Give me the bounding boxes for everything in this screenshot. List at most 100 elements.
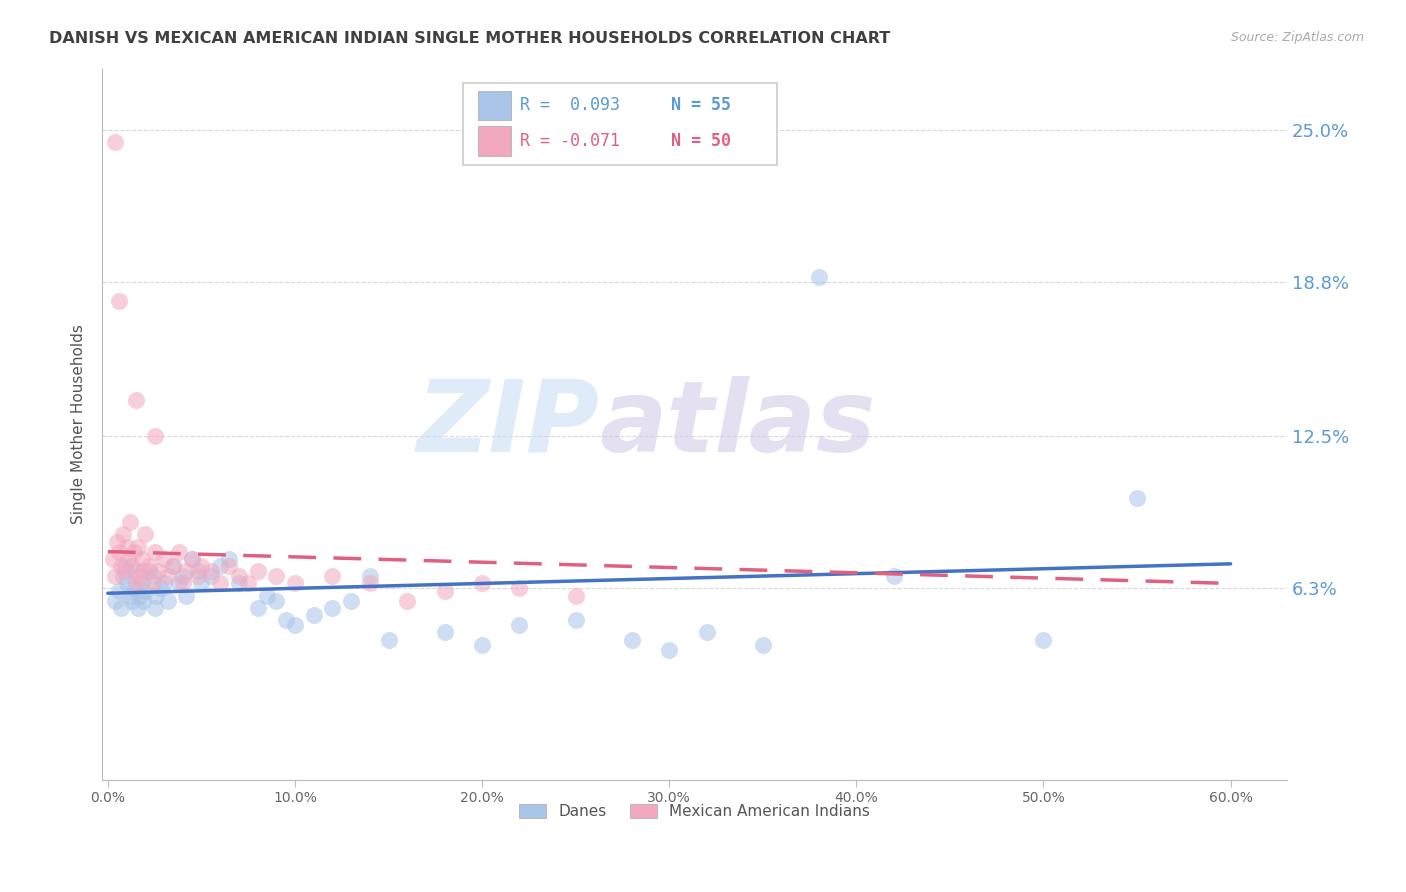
Legend: Danes, Mexican American Indians: Danes, Mexican American Indians	[513, 798, 876, 825]
Point	[176, 564, 198, 578]
Text: R = -0.071: R = -0.071	[520, 132, 620, 150]
Point	[321, 569, 343, 583]
Point	[138, 564, 160, 578]
Point	[471, 638, 494, 652]
Point	[190, 559, 212, 574]
Point	[187, 569, 209, 583]
Point	[111, 527, 134, 541]
Point	[172, 576, 194, 591]
Point	[131, 576, 153, 591]
Point	[114, 564, 136, 578]
Point	[218, 559, 240, 574]
FancyBboxPatch shape	[478, 91, 510, 120]
Point	[115, 576, 138, 591]
Point	[658, 642, 681, 657]
Point	[108, 544, 131, 558]
Point	[264, 593, 287, 607]
Point	[190, 576, 212, 591]
Point	[181, 552, 204, 566]
Point	[256, 589, 278, 603]
Point	[246, 601, 269, 615]
Point	[111, 569, 134, 583]
Point	[620, 632, 643, 647]
Point	[228, 569, 250, 583]
FancyBboxPatch shape	[464, 83, 778, 164]
Point	[172, 569, 194, 583]
Point	[246, 564, 269, 578]
Point	[284, 576, 307, 591]
Point	[127, 601, 149, 615]
Text: Source: ZipAtlas.com: Source: ZipAtlas.com	[1230, 31, 1364, 45]
Point	[108, 294, 131, 309]
Point	[120, 515, 142, 529]
Point	[125, 576, 148, 591]
Point	[752, 638, 775, 652]
Point	[122, 544, 145, 558]
Point	[149, 582, 172, 596]
Point	[883, 569, 905, 583]
Point	[143, 601, 166, 615]
Point	[117, 552, 139, 566]
Point	[128, 589, 150, 603]
Point	[128, 569, 150, 583]
Text: R =  0.093: R = 0.093	[520, 96, 620, 114]
Point	[138, 559, 160, 574]
Point	[148, 564, 170, 578]
Point	[121, 593, 143, 607]
Point	[127, 540, 149, 554]
Point	[104, 135, 127, 149]
Point	[209, 559, 232, 574]
Point	[120, 589, 142, 603]
Point	[122, 582, 145, 596]
Point	[377, 632, 399, 647]
Point	[167, 576, 190, 591]
Point	[142, 569, 165, 583]
Point	[696, 625, 718, 640]
Point	[162, 559, 184, 574]
Text: N = 55: N = 55	[671, 96, 731, 114]
Text: ZIP: ZIP	[416, 376, 600, 473]
Point	[156, 569, 179, 583]
FancyBboxPatch shape	[478, 126, 510, 156]
Point	[143, 429, 166, 443]
Point	[340, 593, 363, 607]
Point	[238, 576, 260, 591]
Point	[134, 527, 156, 541]
Point	[359, 569, 381, 583]
Point	[105, 534, 128, 549]
Point	[104, 569, 127, 583]
Point	[131, 552, 153, 566]
Point	[564, 613, 586, 627]
Point	[103, 552, 125, 566]
Point	[471, 576, 494, 591]
Point	[115, 540, 138, 554]
Point	[132, 564, 155, 578]
Point	[125, 564, 148, 578]
Point	[508, 582, 530, 596]
Text: DANISH VS MEXICAN AMERICAN INDIAN SINGLE MOTHER HOUSEHOLDS CORRELATION CHART: DANISH VS MEXICAN AMERICAN INDIAN SINGLE…	[49, 31, 890, 46]
Point	[564, 589, 586, 603]
Point	[125, 392, 148, 407]
Point	[156, 593, 179, 607]
Point	[145, 589, 167, 603]
Point	[218, 552, 240, 566]
Text: atlas: atlas	[600, 376, 876, 473]
Point	[110, 601, 132, 615]
Point	[187, 564, 209, 578]
Point	[143, 544, 166, 558]
Point	[167, 544, 190, 558]
Point	[114, 559, 136, 574]
Text: N = 50: N = 50	[671, 132, 731, 150]
Point	[274, 613, 297, 627]
Point	[264, 569, 287, 583]
Point	[110, 559, 132, 574]
Point	[108, 583, 131, 598]
Point	[359, 576, 381, 591]
Y-axis label: Single Mother Households: Single Mother Households	[72, 324, 86, 524]
Point	[200, 564, 222, 578]
Point	[302, 608, 325, 623]
Point	[1032, 632, 1054, 647]
Point	[508, 618, 530, 632]
Point	[176, 589, 198, 603]
Point	[209, 576, 232, 591]
